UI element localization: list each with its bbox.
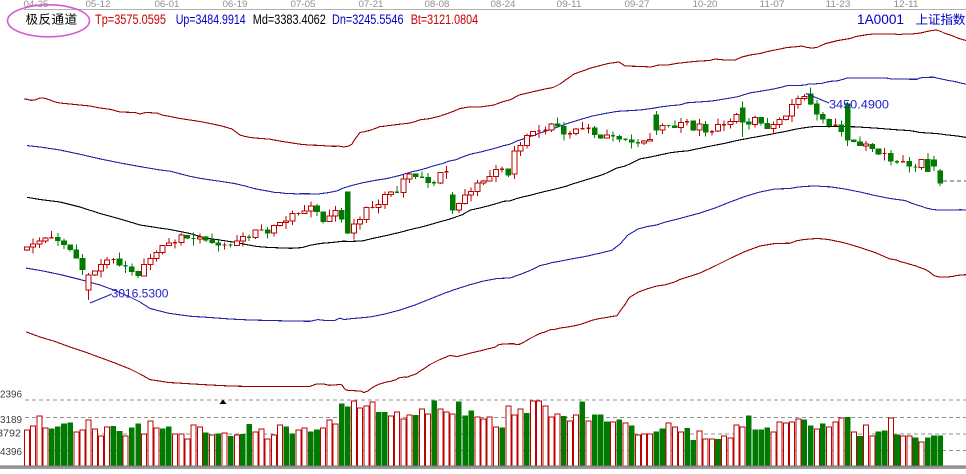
svg-text:10-20: 10-20 bbox=[693, 0, 718, 9]
svg-text:11-23: 11-23 bbox=[826, 0, 851, 9]
svg-text:07-21: 07-21 bbox=[359, 0, 384, 9]
svg-text:09-11: 09-11 bbox=[557, 0, 582, 9]
svg-text:2396: 2396 bbox=[0, 389, 22, 400]
svg-text:05-12: 05-12 bbox=[86, 0, 111, 9]
svg-text:12-11: 12-11 bbox=[894, 0, 919, 9]
svg-text:3792: 3792 bbox=[0, 429, 21, 440]
svg-text:07-05: 07-05 bbox=[291, 0, 316, 9]
svg-text:Bt=3121.0804: Bt=3121.0804 bbox=[411, 12, 479, 27]
svg-text:3450.4900: 3450.4900 bbox=[829, 98, 889, 112]
svg-text:3016.5300: 3016.5300 bbox=[112, 287, 169, 301]
svg-text:08-08: 08-08 bbox=[425, 0, 450, 9]
svg-text:06-19: 06-19 bbox=[223, 0, 248, 9]
svg-text:04-25: 04-25 bbox=[24, 0, 49, 9]
svg-text:Md=3383.4062: Md=3383.4062 bbox=[253, 12, 326, 27]
svg-text:Up=3484.9914: Up=3484.9914 bbox=[176, 12, 246, 27]
svg-text:08-24: 08-24 bbox=[491, 0, 516, 9]
svg-text:4396: 4396 bbox=[0, 447, 22, 458]
svg-text:11-07: 11-07 bbox=[760, 0, 785, 9]
svg-text:3189: 3189 bbox=[0, 415, 22, 426]
svg-text:Tp=3575.0595: Tp=3575.0595 bbox=[95, 12, 166, 27]
svg-text:06-01: 06-01 bbox=[155, 0, 180, 9]
svg-text:Dn=3245.5546: Dn=3245.5546 bbox=[332, 12, 404, 27]
svg-text:09-27: 09-27 bbox=[625, 0, 650, 9]
svg-text:1A0001: 1A0001 bbox=[857, 12, 904, 27]
